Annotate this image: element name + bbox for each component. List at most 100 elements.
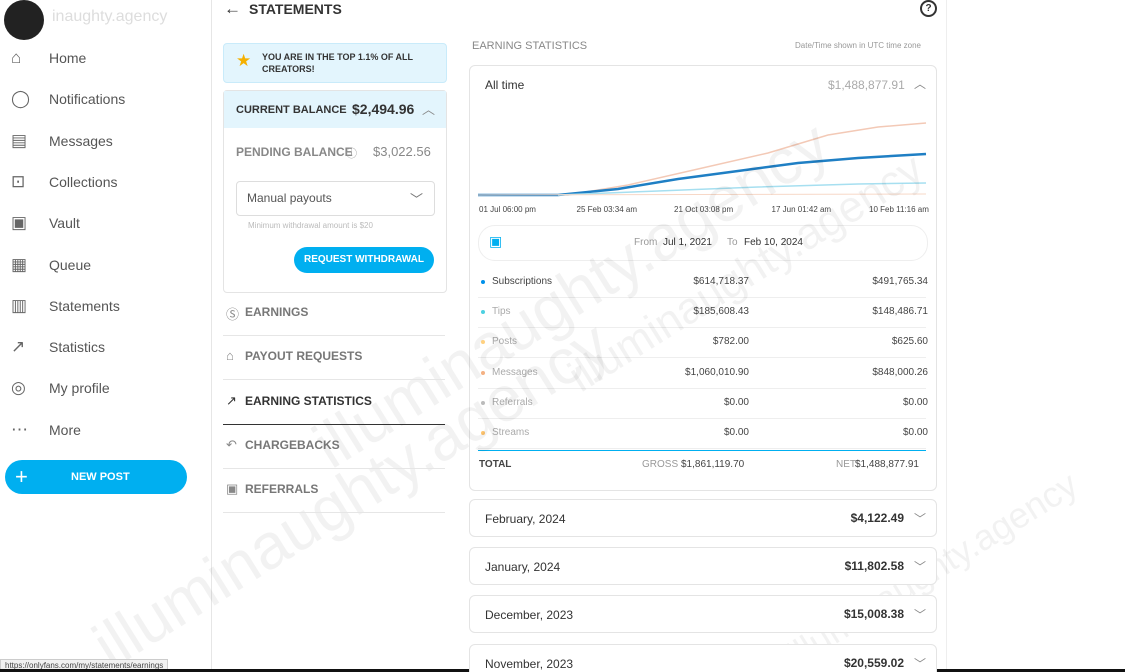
new-post-button[interactable]: + NEW POST xyxy=(5,460,187,494)
menu-item[interactable]: REFERRALS xyxy=(245,482,319,497)
new-post-label: NEW POST xyxy=(71,471,130,483)
nav-icon: ◯ xyxy=(11,89,31,109)
chevron[interactable]: ︿ xyxy=(422,102,436,117)
nav-item[interactable]: Notifications xyxy=(49,91,126,108)
row-divider xyxy=(478,327,926,329)
info-icon: ⓘ xyxy=(346,148,357,160)
nav-item[interactable]: My profile xyxy=(49,380,110,397)
nav-icon: ↗ xyxy=(11,337,26,357)
nav-item[interactable]: Home xyxy=(49,50,87,66)
tz-note: Date/Time shown in UTC time zone xyxy=(795,41,921,50)
month-row[interactable]: January, 2024 $11,802.58 ﹀ xyxy=(469,547,937,586)
stats-heading: EARNING STATISTICS xyxy=(472,40,588,52)
row-name: Streams xyxy=(492,427,530,438)
payout-select[interactable]: Manual payouts ﹀ xyxy=(236,181,435,216)
to-label: To xyxy=(727,237,738,248)
period-total: $1,488,877.91 xyxy=(828,78,905,92)
row-divider xyxy=(478,448,926,449)
month-amount: $20,559.02 xyxy=(843,655,904,670)
plus-icon: + xyxy=(15,464,28,489)
row-name: Tips xyxy=(492,306,511,318)
nav-item[interactable]: More xyxy=(49,421,81,438)
nav-icon: ◎ xyxy=(11,378,26,398)
current-balance-bar xyxy=(224,91,446,128)
x-label: 17 Jun 01:42 am xyxy=(771,205,832,214)
chevron[interactable]: ︿ xyxy=(914,77,927,91)
month-row[interactable]: February, 2024 $4,122.49 ﹀ xyxy=(469,499,937,537)
nav-icon: ⊡ xyxy=(11,171,26,191)
nav-icon: ▦ xyxy=(11,254,28,274)
row-divider xyxy=(478,417,926,419)
row-dot xyxy=(481,370,485,375)
x-label: 21 Oct 03:08 pm xyxy=(674,205,734,214)
chevron: ﹀ xyxy=(914,656,927,671)
menu-item[interactable]: EARNING STATISTICS xyxy=(245,393,372,408)
calendar-icon: ▣ xyxy=(489,233,503,249)
month-row[interactable]: November, 2023 $20,559.02 ﹀ xyxy=(469,643,937,672)
posts-line xyxy=(478,193,927,196)
month-label: December, 2023 xyxy=(485,608,574,623)
period[interactable]: All time xyxy=(485,78,525,92)
month-amount: $11,802.58 xyxy=(844,559,904,574)
row-dot xyxy=(481,310,485,315)
menu-item[interactable]: PAYOUT REQUESTS xyxy=(245,349,363,364)
menu-item[interactable]: CHARGEBACKS xyxy=(245,437,340,452)
menu-item[interactable]: EARNINGS xyxy=(245,305,309,319)
menu-icon: ↗ xyxy=(226,392,237,408)
row-net: $0.00 xyxy=(902,396,928,408)
current-balance-label: CURRENT BALANCE xyxy=(236,104,347,116)
from-date: Jul 1, 2021 xyxy=(663,237,712,248)
banner-text: YOU ARE IN THE TOP 1.1% OF ALL CREATORS! xyxy=(262,52,413,74)
gross-label: GROSS xyxy=(642,459,679,470)
from-label: From xyxy=(634,237,658,248)
nav-item[interactable]: Vault xyxy=(49,215,80,232)
row-divider xyxy=(478,357,926,359)
net-total: $1,488,877.91 xyxy=(855,459,919,470)
row-dot xyxy=(481,340,485,345)
row-net: $491,765.34 xyxy=(872,276,928,287)
row-dot xyxy=(481,431,485,435)
nav-item[interactable]: Statements xyxy=(49,297,120,314)
pending-balance-label: PENDING BALANCE xyxy=(236,145,353,159)
month-row[interactable]: December, 2023 $15,008.38 ﹀ xyxy=(469,595,937,634)
back-arrow[interactable]: ← xyxy=(224,0,241,18)
row-gross: $0.00 xyxy=(723,427,749,438)
menu-icon: Ⓢ xyxy=(226,307,240,322)
row-dot xyxy=(481,280,485,284)
chevron: ﹀ xyxy=(914,512,927,526)
nav-item[interactable]: Messages xyxy=(49,132,113,149)
row-net: $848,000.26 xyxy=(872,366,928,378)
request-withdrawal-button[interactable]: REQUEST WITHDRAWAL xyxy=(294,247,434,273)
month-label: February, 2024 xyxy=(485,512,566,526)
nav-icon: ⋯ xyxy=(11,419,28,439)
row-divider xyxy=(478,387,926,389)
nav-item[interactable]: Statistics xyxy=(49,339,106,356)
row-net: $148,486.71 xyxy=(872,306,928,318)
row-gross: $185,608.43 xyxy=(693,306,749,318)
row-net: $625.60 xyxy=(891,336,928,348)
row-gross: $1,060,010.90 xyxy=(685,366,749,378)
help-icon[interactable]: ? xyxy=(920,0,937,17)
row-name: Subscriptions xyxy=(492,276,553,287)
menu-divider xyxy=(223,423,445,425)
date-range[interactable]: ▣ From Jul 1, 2021 To Feb 10, 2024 xyxy=(478,225,928,261)
nav-item[interactable]: Collections xyxy=(49,173,118,190)
row-name: Messages xyxy=(492,366,538,378)
payout-select-value: Manual payouts xyxy=(247,191,332,205)
x-label: 01 Jul 06:00 pm xyxy=(479,205,536,214)
menu-icon: ▣ xyxy=(226,481,239,497)
nav-icon: ▤ xyxy=(11,130,28,150)
menu-divider xyxy=(223,467,445,469)
total-rule xyxy=(478,450,926,451)
nav-item[interactable]: Queue xyxy=(49,256,92,273)
row-gross: $782.00 xyxy=(712,336,749,348)
row-name: Posts xyxy=(492,336,518,348)
menu-divider xyxy=(223,379,445,381)
row-gross: $0.00 xyxy=(723,396,749,408)
brand: inaughty.agency xyxy=(52,8,168,25)
gross-total: $1,861,119.70 xyxy=(681,459,745,470)
month-label: January, 2024 xyxy=(485,560,561,575)
row-gross: $614,718.37 xyxy=(693,276,749,287)
month-amount: $15,008.38 xyxy=(843,607,904,622)
